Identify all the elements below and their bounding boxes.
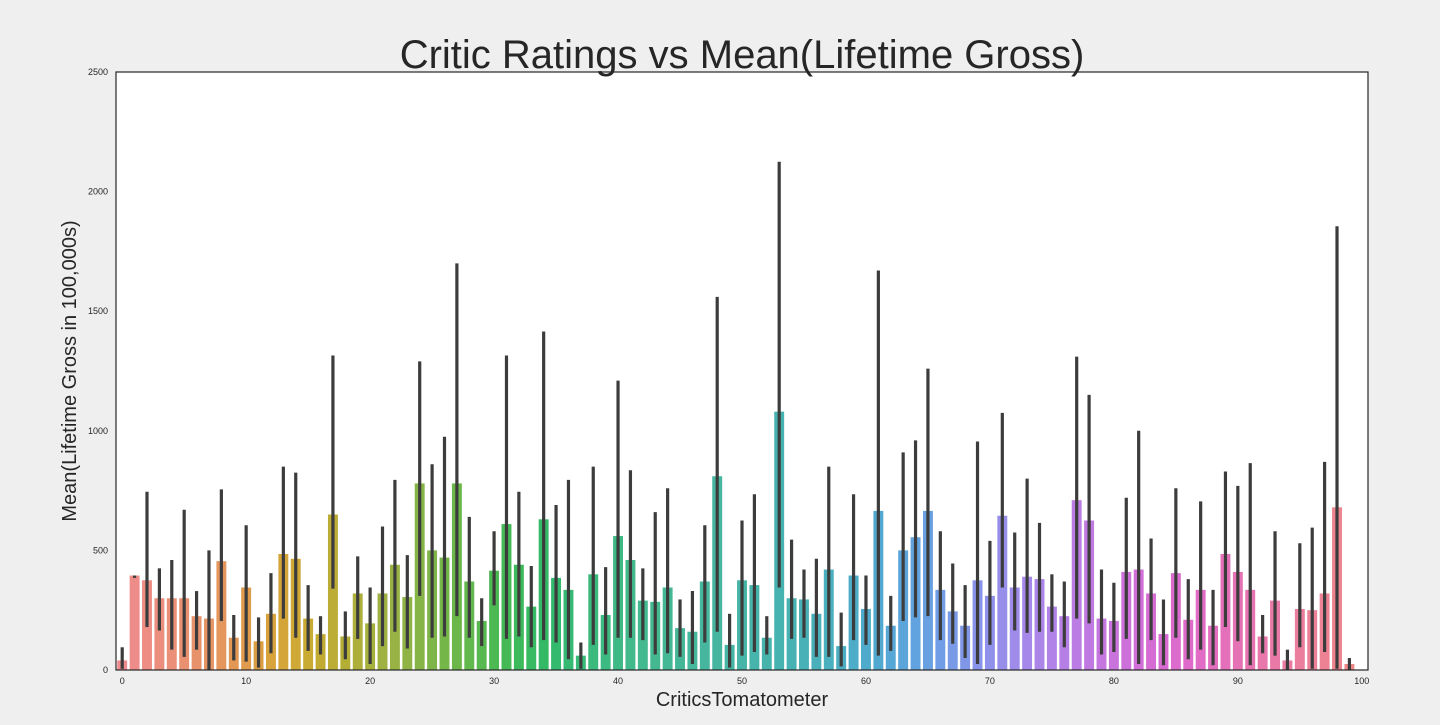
- error-bars-group: [120, 161, 1352, 670]
- x-tick-label: 50: [737, 676, 747, 686]
- x-tick-label: 80: [1109, 676, 1119, 686]
- x-tick-label: 70: [985, 676, 995, 686]
- x-axis-label: CriticsTomatometer: [656, 689, 829, 711]
- bar: [154, 598, 165, 670]
- bar: [129, 575, 140, 670]
- x-tick-label: 100: [1354, 676, 1369, 686]
- x-tick-label: 20: [365, 676, 375, 686]
- x-tick-label: 0: [120, 676, 125, 686]
- bar: [997, 515, 1008, 670]
- bar: [489, 570, 500, 670]
- plot-frame: [115, 71, 1369, 671]
- y-tick-label: 1500: [88, 306, 108, 316]
- x-tick-label: 90: [1233, 676, 1243, 686]
- chart-title: Critic Ratings vs Mean(Lifetime Gross): [400, 33, 1085, 77]
- y-tick-label: 0: [103, 665, 108, 675]
- y-tick-labels: 0 500 1000 1500 2000 2500: [88, 67, 108, 675]
- x-tick-label: 40: [613, 676, 623, 686]
- y-tick-label: 2500: [88, 67, 108, 77]
- x-tick-label: 60: [861, 676, 871, 686]
- bar: [327, 514, 338, 670]
- bar: [1046, 606, 1057, 670]
- x-tick-label: 10: [241, 676, 251, 686]
- y-tick-label: 1000: [88, 426, 108, 436]
- x-tick-label: 30: [489, 676, 499, 686]
- y-axis-label: Mean(Lifetime Gross in 100,000s): [59, 220, 81, 521]
- y-tick-label: 2000: [88, 187, 108, 197]
- y-tick-label: 500: [93, 545, 108, 555]
- x-tick-labels: 0 10 20 30 40 50 60 70 80 90 100: [120, 676, 1370, 686]
